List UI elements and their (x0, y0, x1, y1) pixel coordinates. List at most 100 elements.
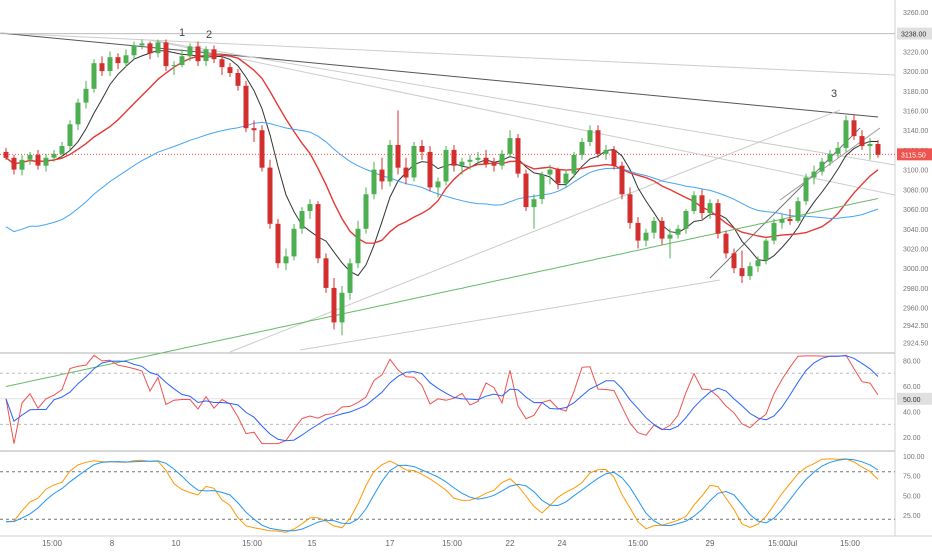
candle-up (475, 157, 481, 160)
candle-down (731, 253, 737, 269)
wave-annotations: 1 2 3 (179, 27, 837, 100)
candle-up (507, 138, 513, 154)
stoch-k-line (5, 458, 879, 532)
candle-up (579, 142, 585, 155)
candle-down (195, 46, 201, 62)
fan-line (0, 32, 896, 76)
current-price-tag (897, 148, 932, 161)
candle-up (299, 211, 305, 229)
candle-up (355, 228, 361, 264)
time-label: 15:00 (840, 539, 861, 548)
candle-up (811, 171, 817, 178)
candle-up (123, 55, 129, 64)
candle-up (707, 203, 713, 213)
candle-up (371, 169, 377, 195)
rsi-tick: 80.00 (903, 358, 921, 365)
candle-down (723, 233, 729, 254)
candle-up (651, 220, 657, 233)
price-tick: 3020.00 (903, 246, 928, 253)
candle-down (787, 218, 793, 221)
candle-down (259, 130, 265, 168)
price-tick: 2960.00 (903, 306, 928, 313)
candle-up (683, 211, 689, 229)
candle-down (699, 195, 705, 213)
moving-averages (5, 49, 879, 387)
candle-down (491, 163, 497, 166)
candle-up (283, 256, 289, 264)
candle-down (611, 149, 617, 166)
stoch-tick: 75.00 (903, 474, 921, 481)
time-label: 24 (558, 539, 567, 548)
time-label: 15:00 (42, 539, 63, 548)
candle-down (555, 169, 561, 184)
time-label: 15 (308, 539, 317, 548)
candle-up (19, 159, 25, 170)
candle-down (523, 173, 529, 208)
candle-down (235, 73, 241, 86)
candle-down (851, 120, 857, 137)
rsi-signal-line (5, 354, 879, 445)
candle-up (755, 260, 761, 267)
candle-up (467, 159, 473, 162)
stoch-tick: 50.00 (903, 493, 921, 500)
candle-up (771, 222, 777, 241)
candle-up (171, 65, 177, 67)
candle-up (603, 149, 609, 154)
candle-down (227, 67, 233, 73)
candle-down (419, 146, 425, 152)
rsi-tick: 40.00 (903, 410, 921, 417)
candle-up (43, 157, 49, 166)
price-tick: 3060.00 (903, 207, 928, 214)
stoch-d-line (5, 458, 879, 533)
time-label: 15:00 (442, 539, 463, 548)
current-price-label: 3115.50 (901, 152, 926, 159)
candle-up (675, 228, 681, 235)
candle-up (131, 45, 137, 56)
time-label: 10 (172, 539, 181, 548)
candle-up (51, 153, 57, 158)
time-label: 8 (110, 539, 115, 548)
wave-label-2: 2 (206, 29, 212, 41)
candle-down (243, 85, 249, 129)
candle-up (347, 263, 353, 293)
time-label: 17 (386, 539, 395, 548)
fan-line (229, 109, 841, 353)
candle-up (91, 63, 97, 89)
support-line (299, 279, 721, 351)
price-tick: 3040.00 (903, 227, 928, 234)
price-tick: 3100.00 (903, 168, 928, 175)
candle-down (11, 157, 17, 170)
candle-down (875, 144, 881, 155)
uptrend-line (709, 127, 861, 279)
candle-up (387, 145, 393, 182)
candle-up (803, 177, 809, 202)
ma-long-line (5, 198, 879, 387)
candle-up (411, 146, 417, 178)
candle-up (795, 201, 801, 221)
candle-up (843, 120, 849, 148)
wave-label-1: 1 (179, 27, 185, 39)
candle-down (379, 169, 385, 182)
stoch-tick: 25.00 (903, 513, 921, 520)
price-axis: 3260.003240.003220.003200.003180.003160.… (897, 10, 932, 520)
candle-up (443, 149, 449, 182)
candle-down (35, 154, 41, 166)
wave-label-3: 3 (831, 88, 837, 100)
candle-down (451, 149, 457, 166)
rsi-value-tag (897, 392, 932, 405)
candle-up (747, 266, 753, 277)
candle-down (147, 43, 153, 54)
candle-up (435, 181, 441, 188)
candle-down (315, 204, 321, 259)
candle-up (531, 199, 537, 208)
candle-down (395, 145, 401, 168)
price-tick: 3200.00 (903, 69, 928, 76)
candle-up (83, 88, 89, 103)
price-tick: 3140.00 (903, 128, 928, 135)
price-tick: 3180.00 (903, 89, 928, 96)
candle-down (3, 151, 9, 158)
candle-up (539, 174, 545, 200)
fan-line (149, 39, 896, 166)
